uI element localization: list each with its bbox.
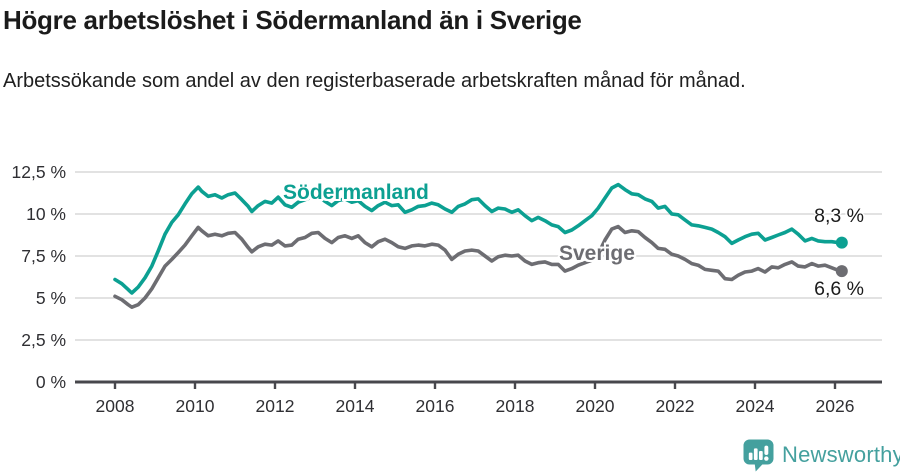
x-axis-tick-label: 2022 bbox=[656, 396, 695, 416]
brand-footer: Newsworthy bbox=[742, 438, 900, 472]
series-end-dot-sverige bbox=[835, 265, 848, 278]
x-axis-tick-label: 2024 bbox=[736, 396, 775, 416]
series-label-sverige: Sverige bbox=[559, 242, 635, 265]
y-axis-tick-label: 0 % bbox=[36, 372, 66, 392]
x-axis-tick-label: 2016 bbox=[416, 396, 455, 416]
newsworthy-logo-icon bbox=[743, 439, 774, 472]
x-axis-tick-label: 2012 bbox=[256, 396, 295, 416]
x-axis-tick-label: 2018 bbox=[496, 396, 535, 416]
chart-subtitle: Arbetssökande som andel av den registerb… bbox=[3, 70, 746, 92]
x-axis-tick-label: 2010 bbox=[176, 396, 215, 416]
x-axis-tick-label: 2020 bbox=[576, 396, 615, 416]
series-line-sverige bbox=[113, 224, 844, 310]
x-axis-tick-label: 2008 bbox=[96, 396, 135, 416]
series-label-sodermanland: Södermanland bbox=[283, 181, 429, 204]
x-axis-tick-label: 2014 bbox=[336, 396, 375, 416]
y-axis-tick-label: 7,5 % bbox=[21, 246, 66, 266]
y-axis-tick-label: 2,5 % bbox=[21, 330, 66, 350]
brand-name: Newsworthy bbox=[782, 442, 900, 467]
y-axis-tick-label: 10 % bbox=[26, 204, 66, 224]
x-axis-tick-label: 2026 bbox=[816, 396, 855, 416]
series-end-dot-sodermanland bbox=[835, 236, 848, 249]
end-value-label-sodermanland: 8,3 % bbox=[814, 205, 864, 227]
y-axis-tick-label: 5 % bbox=[36, 288, 66, 308]
end-value-label-sverige: 6,6 % bbox=[814, 278, 864, 300]
chart-title: Högre arbetslöshet i Södermanland än i S… bbox=[3, 5, 582, 35]
y-axis-tick-label: 12,5 % bbox=[12, 162, 66, 182]
series-line-sodermanland bbox=[113, 182, 844, 295]
